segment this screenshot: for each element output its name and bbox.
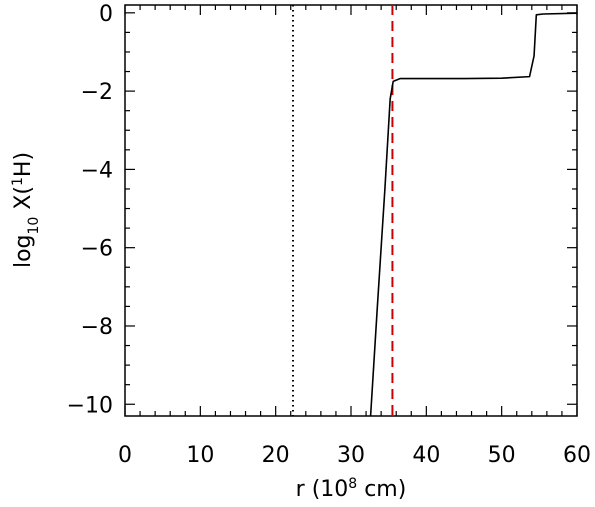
y-tick-label: 0 — [99, 2, 113, 27]
x-tick-label: 0 — [118, 443, 132, 468]
y-tick-label: −2 — [81, 80, 113, 105]
tick-labels: 0 10 20 30 40 50 60 −10 −8 −6 −4 −2 0 — [67, 2, 591, 468]
x-tick-label: 10 — [186, 443, 214, 468]
x-tick-label: 50 — [488, 443, 516, 468]
y-tick-label: −6 — [81, 237, 113, 262]
y-axis-label: log10 X(1H) — [10, 152, 42, 268]
plot-frame — [124, 4, 578, 417]
reference-lines — [291, 5, 394, 416]
series-line — [369, 12, 578, 417]
axis-ticks — [124, 5, 578, 416]
x-axis-label: r (108 cm) — [296, 476, 407, 502]
y-tick-label: −10 — [67, 393, 113, 418]
x-tick-label: 40 — [412, 443, 440, 468]
x-tick-label: 20 — [262, 443, 290, 468]
x-tick-label: 60 — [563, 443, 591, 468]
y-tick-label: −8 — [81, 315, 113, 340]
data-series — [369, 12, 578, 417]
x-tick-label: 30 — [337, 443, 365, 468]
y-tick-label: −4 — [81, 158, 113, 183]
